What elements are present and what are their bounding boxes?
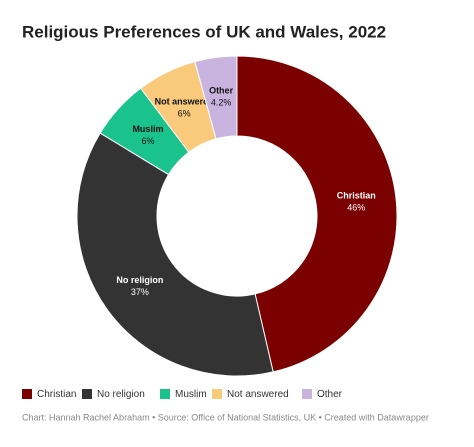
legend-label: Not answered xyxy=(227,389,289,400)
legend-label: Muslim xyxy=(175,389,207,400)
legend-swatch xyxy=(212,389,222,399)
slice-label: Christian xyxy=(337,191,376,201)
slice-value: 6% xyxy=(141,136,154,146)
legend-swatch xyxy=(302,389,312,399)
slice-label: Muslim xyxy=(132,124,163,134)
donut-slice xyxy=(236,55,398,373)
legend-swatch xyxy=(82,389,92,399)
slice-value: 37% xyxy=(131,287,149,297)
slice-label: No religion xyxy=(116,275,163,285)
source-note: Chart: Hannah Rachel Abraham • Source: O… xyxy=(22,412,429,422)
chart-title: Religious Preferences of UK and Wales, 2… xyxy=(22,22,386,41)
legend-swatch xyxy=(160,389,170,399)
slice-value: 46% xyxy=(347,203,365,213)
slice-label: Other xyxy=(209,85,234,95)
legend-label: No religion xyxy=(97,389,145,400)
donut-slice xyxy=(194,55,238,140)
donut-slice xyxy=(76,132,274,377)
slice-value: 6% xyxy=(178,109,191,119)
legend-label: Christian xyxy=(37,389,76,400)
legend-label: Other xyxy=(317,389,343,400)
legend-swatch xyxy=(22,389,32,399)
slice-value: 4.2% xyxy=(211,97,232,107)
slice-label: Not answered xyxy=(155,97,214,107)
